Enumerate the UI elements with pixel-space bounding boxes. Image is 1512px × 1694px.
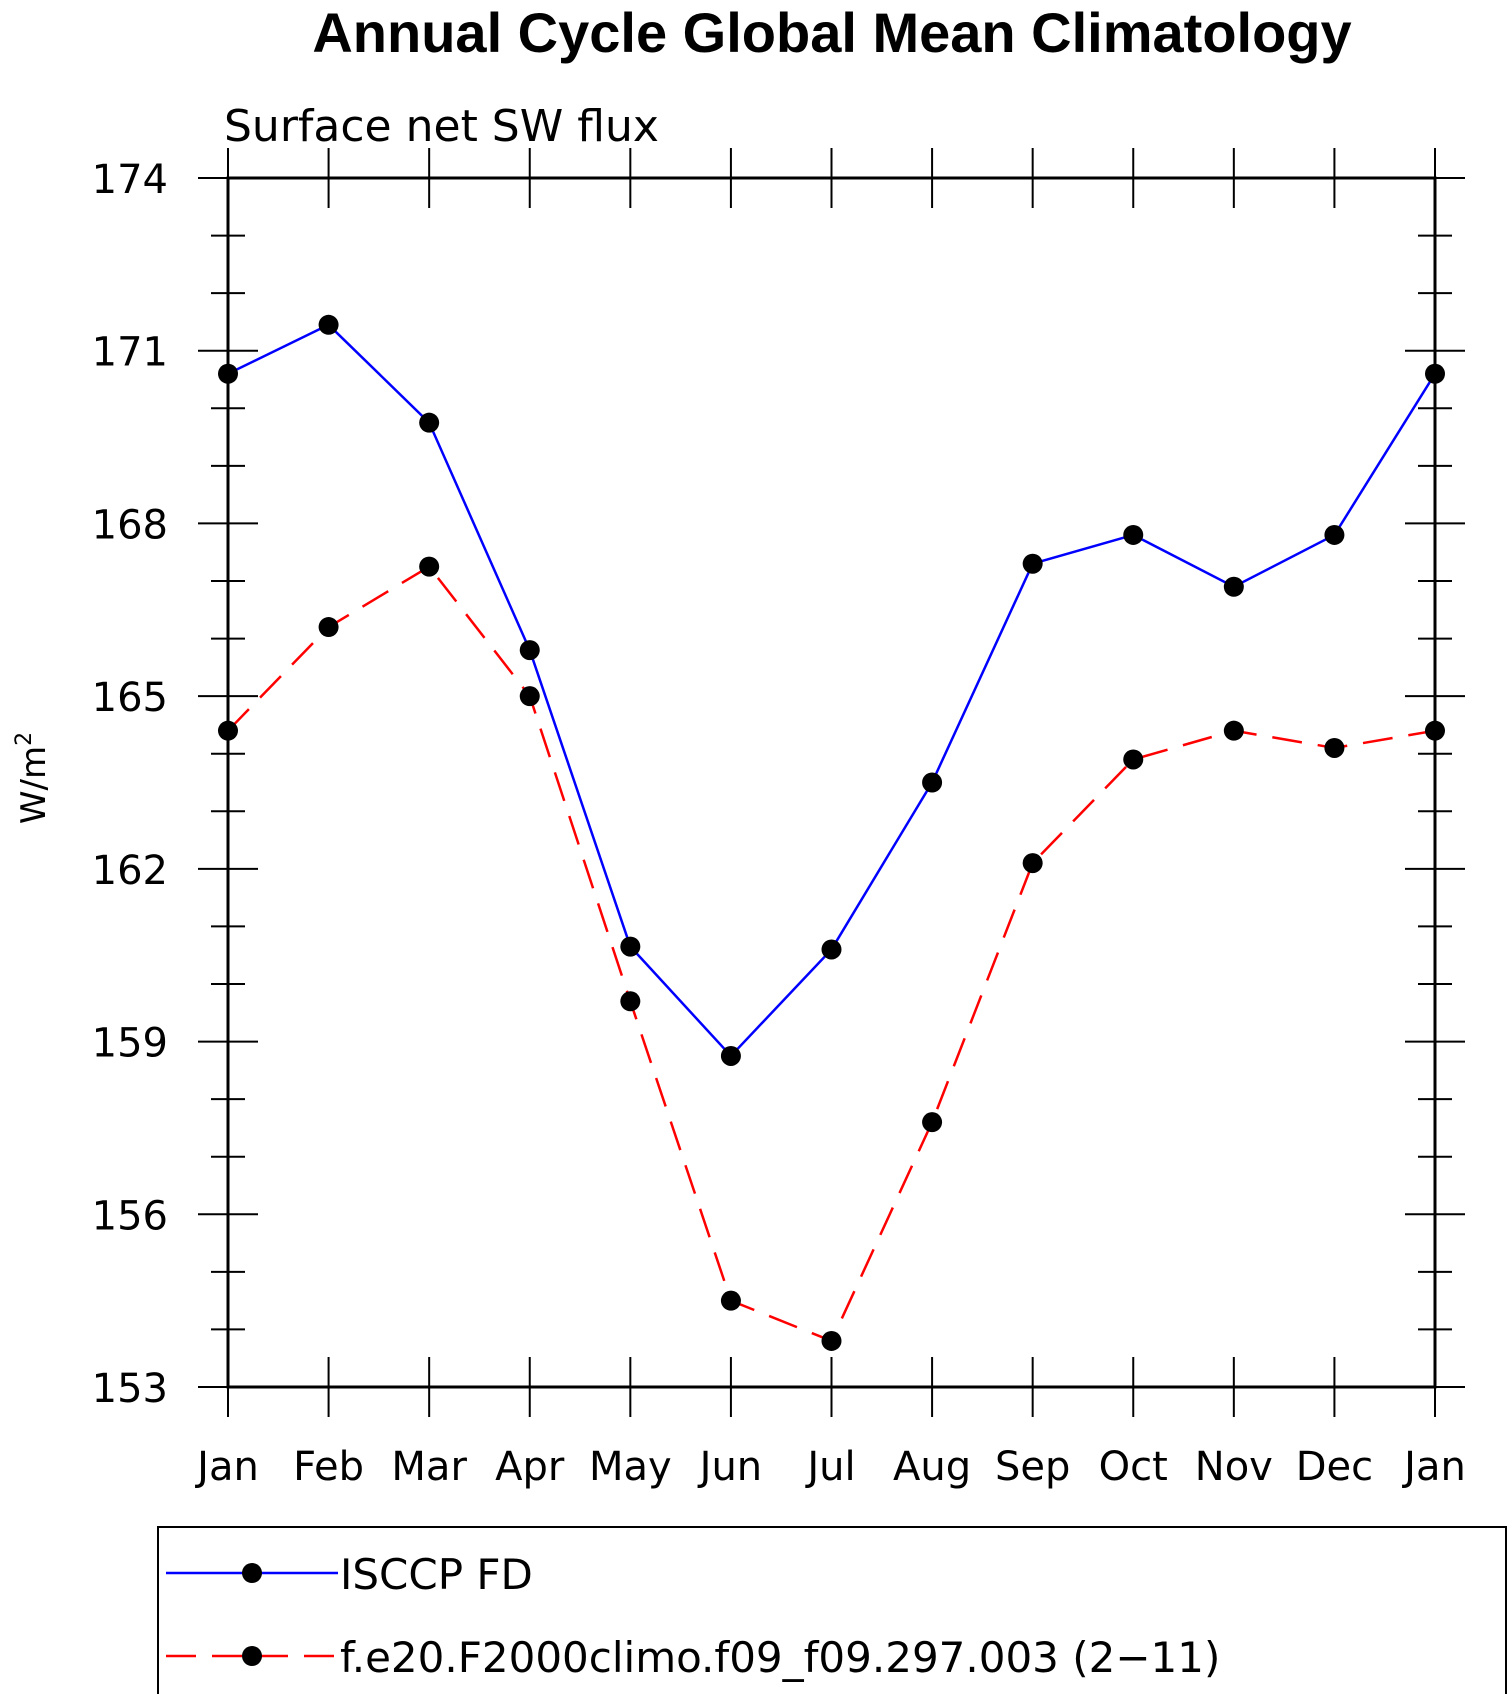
series-lines	[227, 323, 1437, 1343]
y-tick-label: 171	[92, 330, 168, 376]
y-tick-label: 174	[92, 157, 168, 203]
x-tick-label: Jun	[697, 1444, 763, 1490]
x-tick-label: Dec	[1296, 1444, 1373, 1490]
y-tick-label: 156	[92, 1193, 168, 1239]
x-tick-label: May	[589, 1444, 672, 1490]
series-2-point	[519, 686, 540, 707]
x-tick-label: Sep	[995, 1444, 1070, 1490]
series-2-point	[1123, 749, 1144, 770]
series-1-point	[1324, 524, 1345, 545]
series-2-point	[620, 991, 641, 1012]
x-tick-label: Apr	[495, 1444, 565, 1490]
series-1-point	[922, 772, 943, 793]
axes: 153 156 159 162 165 168 171 174 Jan Feb Mar Apr May J…	[92, 148, 1466, 1490]
x-tick-label: Aug	[893, 1444, 971, 1490]
legend: ISCCP FD f.e20.F2000climo.f09_f09.297.003…	[157, 1526, 1507, 1694]
series-1-point	[1123, 524, 1144, 545]
series-1-point	[1425, 363, 1445, 384]
series-1-point	[218, 363, 238, 384]
y-axis-label: W/m2	[12, 732, 54, 824]
series-2-point	[1022, 853, 1043, 874]
x-tick-label: Jan	[1401, 1444, 1466, 1490]
y-tick-label: 153	[92, 1366, 168, 1412]
series-2-point	[1324, 737, 1345, 758]
chart-title: Annual Cycle Global Mean Climatology	[312, 1, 1351, 64]
y-tick-label: 165	[92, 675, 168, 721]
series-markers	[218, 314, 1445, 1351]
legend-marker-1	[242, 1563, 262, 1583]
y-tick-label: 162	[92, 848, 168, 894]
chart-subtitle: Surface net SW flux	[224, 101, 659, 152]
series-1-point	[720, 1045, 741, 1066]
x-tick-label: Jan	[194, 1444, 259, 1490]
x-tick-label: Feb	[293, 1444, 364, 1490]
series-2-point	[318, 617, 339, 638]
series-2-point	[1425, 720, 1445, 741]
legend-box	[157, 1526, 1507, 1694]
series-2-point	[922, 1112, 943, 1133]
series-2-point	[821, 1330, 842, 1351]
x-tick-label: Mar	[391, 1444, 467, 1490]
x-tick-label: Nov	[1195, 1444, 1273, 1490]
y-tick-label: 159	[92, 1021, 168, 1067]
series-1-point	[519, 640, 540, 661]
legend-label-1: ISCCP FD	[340, 1550, 533, 1599]
y-axis-label-exponent: 2	[12, 732, 37, 746]
series-1-point	[1223, 576, 1244, 597]
legend-entries: ISCCP FD f.e20.F2000climo.f09_f09.297.003…	[166, 1550, 1220, 1682]
y-tick-label: 168	[92, 502, 168, 548]
series-1-point	[620, 936, 641, 957]
legend-marker-2	[242, 1646, 262, 1666]
series-1-point	[1022, 553, 1043, 574]
series-1-point	[419, 412, 440, 433]
legend-label-2: f.e20.F2000climo.f09_f09.297.003 (2−11)	[340, 1633, 1220, 1682]
series-2-point	[419, 556, 440, 577]
plot-frame	[226, 176, 1437, 1389]
series-2-point	[720, 1290, 741, 1311]
y-axis-label-unit: W/m	[14, 746, 54, 824]
x-tick-label: Oct	[1099, 1444, 1168, 1490]
series-2-point	[218, 720, 238, 741]
series-2-point	[1223, 720, 1244, 741]
series-1-point	[821, 939, 842, 960]
x-tick-label: Jul	[804, 1444, 855, 1490]
series-1-point	[318, 314, 339, 335]
